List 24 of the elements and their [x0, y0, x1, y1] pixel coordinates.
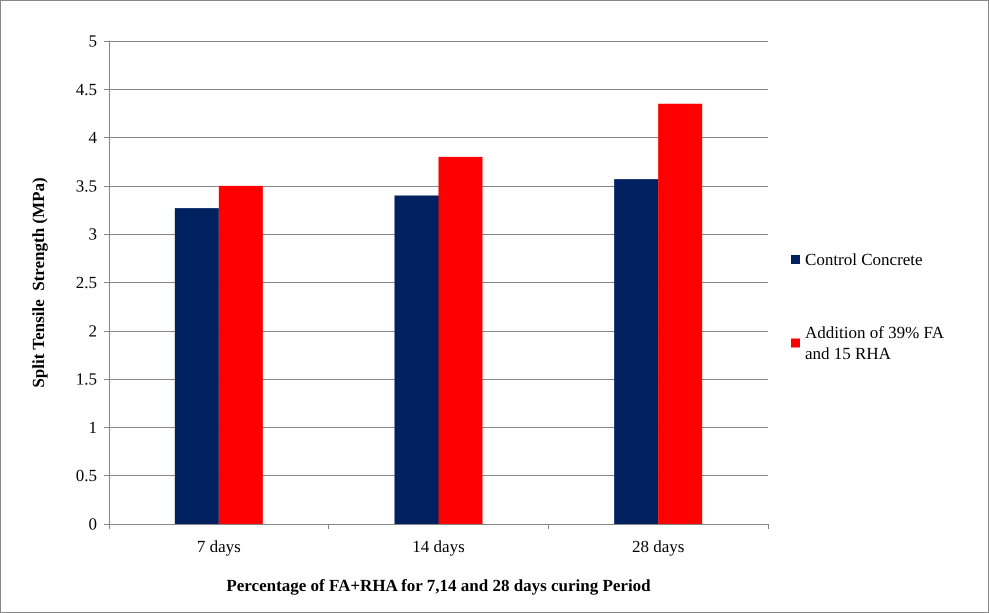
y-tick-label: 3: [88, 224, 97, 244]
bar: [174, 208, 219, 524]
x-tick-label: 28 days: [632, 537, 684, 556]
bar: [218, 186, 263, 524]
bar: [438, 156, 482, 524]
x-axis-title: Percentage of FA+RHA for 7,14 and 28 days curing Period: [226, 576, 652, 595]
y-tick-label: 0.5: [76, 466, 97, 486]
y-tick-label: 5: [88, 32, 97, 50]
bar: [658, 104, 702, 524]
y-tick-label: 4.5: [76, 80, 97, 99]
bar: [614, 179, 658, 524]
legend-label: Addition of 39% FA and 15 RHA: [805, 323, 945, 363]
y-tick-label: 2.5: [76, 273, 97, 292]
y-tick-label: 0: [88, 514, 97, 534]
y-tick-label: 4: [88, 128, 98, 148]
y-tick-label: 3.5: [76, 176, 97, 196]
x-tick-label: 7 days: [196, 537, 241, 556]
bar: [394, 196, 438, 524]
y-tick-label: 1.5: [76, 370, 97, 389]
legend-label: Control Concrete: [805, 250, 923, 269]
y-tick-label: 2: [88, 321, 97, 340]
y-tick-label: 1: [88, 418, 97, 437]
x-tick-label: 14 days: [412, 537, 465, 556]
y-axis-title: Split Tensile Strength (MPa): [29, 177, 48, 388]
